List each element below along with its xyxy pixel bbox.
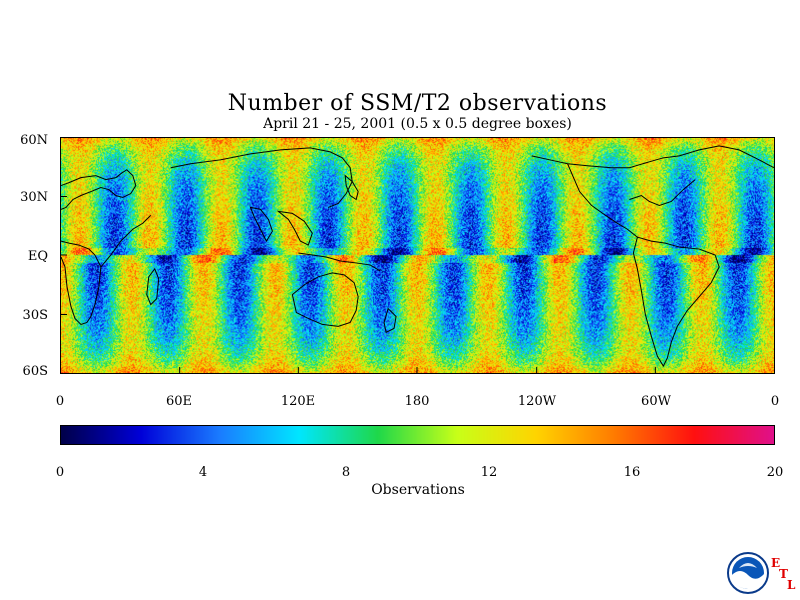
lon-label-120w: 120W (517, 394, 557, 409)
noaa-logo-icon (727, 552, 769, 594)
colorbar-tick-4: 4 (198, 465, 208, 480)
coast-madagascar (146, 267, 160, 306)
coast-south-america (632, 236, 720, 368)
etl-letter-l: L (787, 578, 796, 592)
coast-india (249, 206, 273, 243)
map-panel (60, 137, 775, 374)
coast-asia-north (170, 147, 353, 208)
coast-seasia (276, 210, 313, 246)
etl-letter-e: E (771, 556, 781, 570)
coast-africa-east (100, 214, 152, 268)
coast-indonesia (298, 252, 381, 272)
coast-australia (291, 272, 359, 327)
coast-newzealand (383, 307, 397, 334)
etl-letter-t: T (779, 567, 788, 581)
coast-north-america (531, 145, 774, 169)
colorbar-tick-0: 0 (55, 465, 65, 480)
coast-north-america-west (567, 163, 638, 238)
coast-africa (61, 240, 102, 325)
chart-subtitle: April 21 - 25, 2001 (0.5 x 0.5 degree bo… (263, 116, 572, 132)
lon-label-0: 0 (55, 394, 65, 409)
lat-label-eq: EQ (27, 249, 48, 264)
coast-europe-africa (61, 169, 137, 210)
chart-title: Number of SSM/T2 observations (227, 91, 608, 116)
colorbar-tick-20: 20 (766, 465, 784, 480)
map-ticks (61, 196, 656, 373)
colorbar-tick-12: 12 (480, 465, 498, 480)
colorbar-tick-8: 8 (341, 465, 351, 480)
lon-label-60w: 60W (641, 394, 671, 409)
colorbar (60, 425, 775, 445)
lon-label-60e: 60E (165, 394, 193, 409)
coast-japan (344, 174, 359, 201)
lon-label-180: 180 (404, 394, 430, 409)
lat-label-30n: 30N (20, 190, 48, 205)
lat-label-30s: 30S (22, 308, 48, 323)
lat-label-60s: 60S (22, 364, 48, 379)
coast-gulf (629, 179, 696, 206)
observation-heatmap (61, 138, 774, 373)
lon-label-0-east: 0 (770, 394, 780, 409)
coastline-overlay (61, 145, 774, 373)
lon-label-120e: 120E (280, 394, 316, 409)
colorbar-tick-16: 16 (623, 465, 641, 480)
lat-label-60n: 60N (20, 133, 48, 148)
colorbar-title: Observations (371, 482, 465, 498)
